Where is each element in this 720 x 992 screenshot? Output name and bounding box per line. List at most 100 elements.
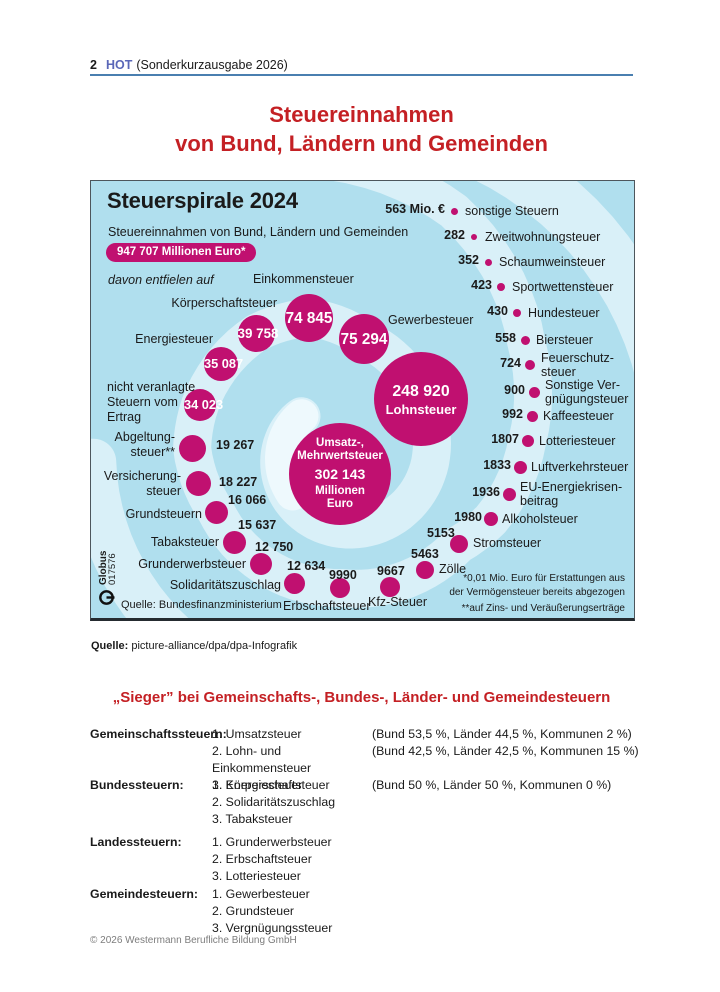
tax-label: Sportwettensteuer: [512, 280, 614, 294]
list-item: 2. Grundsteuer: [212, 903, 372, 920]
tax-dot: [528, 386, 540, 398]
tax-value: 724: [500, 356, 521, 370]
tax-name: 3. Körperschaftsteuer: [212, 778, 330, 792]
globus-g-icon: [99, 590, 115, 605]
list-item: 2. Lohn- und Einkommensteuer (Bund 42,5 %…: [212, 743, 639, 777]
infographic-footnotes: *0,01 Mio. Euro für Erstattungen aus der…: [449, 572, 625, 616]
image-credit-text: picture-alliance/dpa/dpa-Infografik: [131, 640, 298, 652]
tax-label: Versicherung-steuer: [103, 469, 181, 498]
list-items: 1. Energiesteuer 2. Solidaritätszuschlag…: [212, 777, 372, 828]
list-section-gemeinschaftssteuern: Gemeinschaftssteuern: 1. Umsatzsteuer (Bu…: [90, 726, 639, 794]
tax-value: 9990: [329, 568, 357, 582]
list-items: 1. Gewerbesteuer 2. Grundsteuer 3. Vergn…: [212, 886, 372, 937]
tax-bubble: 34 023: [184, 389, 224, 421]
section-heading: „Sieger” bei Gemeinschafts-, Bundes-, Lä…: [112, 689, 611, 706]
tax-label: Erbschaftsteuer: [283, 599, 371, 613]
list-item: 1. Grunderwerbsteuer: [212, 834, 372, 851]
list-section-gemeindesteuern: Gemeindesteuern: 1. Gewerbesteuer 2. Gru…: [90, 886, 372, 937]
list-item: 2. Erbschaftsteuer: [212, 851, 372, 868]
tax-value: 282: [444, 228, 465, 242]
spiral-canvas: Umsatz-, Mehrwertsteuer 302 143 Millionen Eu…: [91, 181, 634, 618]
tax-value: 5153: [427, 526, 455, 540]
tax-bubble-text: 35 087: [204, 356, 244, 372]
image-credit: Quelle: picture-alliance/dpa/dpa-Infogra…: [91, 640, 297, 652]
tax-label: Luftverkehrsteuer: [531, 460, 629, 474]
tax-value: 900: [504, 383, 525, 397]
tax-dot: [497, 283, 505, 291]
tax-label: Alkoholsteuer: [502, 512, 578, 526]
tax-dot: [450, 207, 458, 215]
list-item: 2. Solidaritätszuschlag: [212, 794, 372, 811]
infographic-lead-in: davon entfielen auf: [108, 273, 214, 287]
header-rule: [90, 74, 633, 76]
tax-label: Gewerbesteuer: [388, 313, 474, 327]
list-item: 3. Lotteriesteuer: [212, 868, 372, 885]
tax-bubble-text: 34 023: [184, 397, 224, 413]
tax-label: Stromsteuer: [473, 536, 542, 550]
tax-bubble-text: 248 920 Lohnsteuer: [385, 382, 457, 418]
tax-bubble: 75 294: [339, 314, 389, 364]
tax-value: 430: [487, 304, 508, 318]
tax-bubble: [204, 500, 228, 524]
tax-bubble: [185, 470, 211, 496]
tax-label: Sonstige Ver-gnügungsteuer: [545, 378, 629, 406]
tax-bubble-text: 39 758: [237, 325, 279, 341]
list-item: 1. Gewerbesteuer: [212, 886, 372, 903]
tax-name: 3. Tabaksteuer: [212, 812, 293, 826]
list-heading: Gemeinschaftssteuern:: [90, 727, 227, 741]
tax-value: 12 634: [287, 559, 326, 573]
tax-split: (Bund 53,5 %, Länder 44,5 %, Kommunen 2 …: [372, 727, 632, 741]
tax-bubble: [450, 535, 468, 553]
tax-value: 423: [471, 278, 492, 292]
page-number: 2: [90, 58, 97, 72]
page-title-line1: Steuereinnahmen: [269, 102, 454, 127]
tax-label: Zölle: [439, 562, 467, 576]
tax-bubble: [330, 578, 350, 598]
infographic-subtitle: Steuereinnahmen von Bund, Ländern und Ge…: [108, 225, 409, 239]
tax-label: Grundsteuern: [125, 507, 202, 521]
tax-bubble: [283, 572, 305, 594]
tax-dot: [502, 487, 516, 501]
tax-name: 1. Gewerbesteuer: [212, 887, 310, 901]
tax-bubble-text: 74 845: [285, 309, 333, 327]
tax-split: (Bund 50 %, Länder 50 %, Kommunen 0 %): [372, 778, 612, 792]
tax-dot: [526, 410, 538, 422]
tax-name: 2. Grundsteuer: [212, 904, 295, 918]
tax-split: (Bund 42,5 %, Länder 42,5 %, Kommunen 15…: [372, 744, 639, 758]
tax-name: 1. Energiesteuer: [212, 778, 303, 792]
tax-bubble-text: 75 294: [340, 330, 388, 348]
tax-label: Einkommensteuer: [253, 272, 354, 286]
tax-name: 1. Grunderwerbsteuer: [212, 835, 332, 849]
copyright-footer: © 2026 Westermann Berufliche Bildung Gmb…: [90, 935, 297, 946]
tax-bubble: 35 087: [204, 347, 244, 381]
tax-label: Feuerschutz-steuer: [541, 351, 614, 379]
list-item: 3. Körperschaftsteuer (Bund 50 %, Länder …: [212, 777, 639, 794]
footnote-line: **auf Zins- und Veräußerungserträge: [461, 603, 625, 614]
list-heading: Gemeindesteuern:: [90, 887, 198, 901]
tax-bubble-text: Umsatz-, Mehrwertsteuer 302 143 Millionen Eu…: [297, 437, 383, 510]
page-title-line2: von Bund, Ländern und Gemeinden: [175, 131, 548, 156]
tax-name: 3. Lotteriesteuer: [212, 869, 301, 883]
tax-bubble: [250, 553, 272, 575]
tax-label: Abgeltung-steuer**: [114, 430, 175, 459]
steuerspirale-infographic: Umsatz-, Mehrwertsteuer 302 143 Millionen Eu…: [90, 180, 635, 621]
tax-value: 19 267: [216, 438, 255, 452]
tax-value: 15 637: [238, 518, 277, 532]
tax-name: 2. Lohn- und Einkommensteuer: [212, 744, 312, 775]
tax-label: Tabaksteuer: [150, 535, 219, 549]
tax-value: 1833: [483, 458, 511, 472]
tax-value: 9667: [377, 564, 405, 578]
list-items: 1. Grunderwerbsteuer 2. Erbschaftsteuer …: [212, 834, 372, 885]
tax-dot: [513, 309, 521, 317]
list-heading: Bundessteuern:: [90, 778, 184, 792]
total-badge: 947 707 Millionen Euro*: [106, 243, 257, 262]
infographic-source: Quelle: Bundesfinanzministerium: [121, 599, 282, 611]
tax-dot: [471, 234, 477, 240]
tax-label: sonstige Steuern: [465, 204, 559, 218]
infographic-title: Steuerspirale 2024: [107, 188, 298, 213]
tax-dot: [520, 335, 530, 345]
tax-label: EU-Energiekrisen-beitrag: [520, 480, 623, 508]
footnote-line: der Vermögensteuer bereits abgezogen: [449, 586, 625, 598]
tax-bubble: 39 758: [237, 314, 279, 352]
tax-name: 2. Solidaritätszuschlag: [212, 795, 336, 809]
